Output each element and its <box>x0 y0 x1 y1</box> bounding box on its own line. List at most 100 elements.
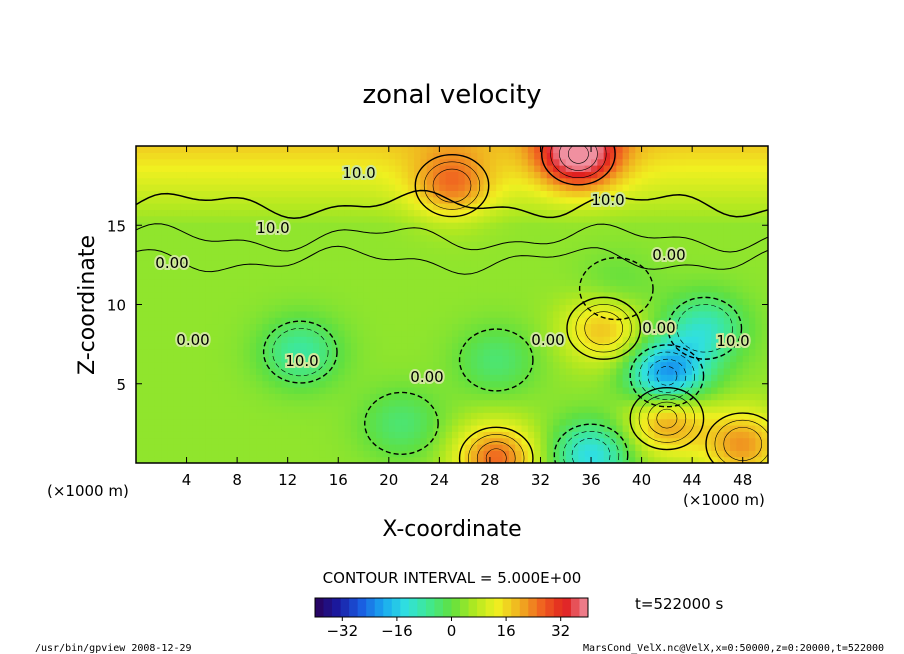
heatmap-cell <box>312 266 320 274</box>
heatmap-cell <box>603 146 611 153</box>
heatmap-cell <box>439 260 447 268</box>
heatmap-cell <box>666 342 674 350</box>
heatmap-cell <box>736 203 744 210</box>
heatmap-cell <box>439 266 447 274</box>
heatmap-cell <box>331 374 339 382</box>
heatmap-cell <box>616 298 624 306</box>
heatmap-cell <box>546 355 554 363</box>
heatmap-cell <box>300 165 308 172</box>
heatmap-cell <box>496 393 504 401</box>
heatmap-cell <box>698 412 706 420</box>
heatmap-cell <box>281 165 289 172</box>
heatmap-cell <box>249 253 257 261</box>
heatmap-cell <box>407 253 415 261</box>
heatmap-cell <box>312 247 320 255</box>
heatmap-cell <box>243 367 251 375</box>
heatmap-cell <box>350 355 358 363</box>
heatmap-cell <box>312 304 320 312</box>
heatmap-cell <box>319 317 327 325</box>
heatmap-cell <box>464 329 472 337</box>
heatmap-cell <box>452 298 459 306</box>
heatmap-cell <box>755 437 763 445</box>
heatmap-cell <box>647 450 655 458</box>
heatmap-cell <box>458 393 466 401</box>
heatmap-cell <box>268 184 276 191</box>
heatmap-cell <box>350 272 358 280</box>
heatmap-cell <box>704 380 712 388</box>
heatmap-cell <box>401 215 409 223</box>
heatmap-cell <box>502 184 510 191</box>
heatmap-cell <box>192 247 200 255</box>
heatmap-cell <box>572 184 579 191</box>
heatmap-cell <box>685 203 693 210</box>
heatmap-cell <box>180 285 188 293</box>
heatmap-cell <box>287 266 295 274</box>
heatmap-cell <box>136 266 143 274</box>
heatmap-cell <box>142 298 150 306</box>
heatmap-cell <box>553 209 561 217</box>
heatmap-cell <box>173 171 181 179</box>
heatmap-cell <box>148 247 156 255</box>
heatmap-cell <box>230 393 238 401</box>
heatmap-cell <box>287 336 295 344</box>
heatmap-cell <box>173 329 181 337</box>
heatmap-cell <box>565 424 573 432</box>
heatmap-cell <box>363 317 371 325</box>
heatmap-cell <box>597 171 605 179</box>
heatmap-cell <box>306 355 314 363</box>
heatmap-cell <box>230 317 238 325</box>
heatmap-cell <box>628 380 636 388</box>
heatmap-cell <box>477 424 485 432</box>
heatmap-cell <box>534 380 542 388</box>
heatmap-cell <box>723 266 731 274</box>
heatmap-cell <box>692 203 700 210</box>
heatmap-cell <box>654 399 662 407</box>
heatmap-cell <box>256 215 263 223</box>
heatmap-cell <box>546 443 554 451</box>
heatmap-cell <box>154 184 162 191</box>
heatmap-cell <box>325 399 333 407</box>
heatmap-cell <box>344 165 352 172</box>
heatmap-cell <box>154 228 162 236</box>
heatmap-cell <box>363 152 371 160</box>
heatmap-cell <box>622 380 630 388</box>
heatmap-cell <box>673 348 681 356</box>
heatmap-cell <box>142 424 150 432</box>
heatmap-cell <box>388 361 396 369</box>
heatmap-cell <box>376 431 384 439</box>
heatmap-cell <box>433 234 440 242</box>
heatmap-cell <box>414 184 421 191</box>
heatmap-cell <box>376 158 384 166</box>
heatmap-cell <box>357 158 365 166</box>
heatmap-cell <box>489 228 497 236</box>
heatmap-cell <box>192 386 200 394</box>
heatmap-cell <box>679 285 687 293</box>
heatmap-cell <box>445 165 453 172</box>
heatmap-cell <box>698 190 706 198</box>
heatmap-cell <box>616 342 624 350</box>
heatmap-cell <box>647 367 655 375</box>
heatmap-cell <box>527 304 535 312</box>
heatmap-cell <box>572 177 579 185</box>
heatmap-cell <box>338 209 346 217</box>
heatmap-cell <box>306 177 314 185</box>
heatmap-cell <box>692 412 700 420</box>
heatmap-cell <box>483 158 491 166</box>
heatmap-cell <box>237 158 245 166</box>
heatmap-cell <box>420 146 428 153</box>
heatmap-cell <box>654 342 662 350</box>
heatmap-cell <box>388 323 396 331</box>
heatmap-cell <box>736 405 744 413</box>
heatmap-cell <box>666 203 674 210</box>
heatmap-cell <box>319 336 327 344</box>
heatmap-cell <box>578 247 586 255</box>
heatmap-cell <box>679 266 687 274</box>
heatmap-cell <box>477 393 485 401</box>
heatmap-cell <box>338 355 346 363</box>
heatmap-cell <box>439 184 447 191</box>
heatmap-cell <box>173 443 181 451</box>
heatmap-cell <box>199 424 207 432</box>
heatmap-cell <box>331 361 339 369</box>
heatmap-cell <box>306 215 314 223</box>
heatmap-cell <box>281 367 289 375</box>
